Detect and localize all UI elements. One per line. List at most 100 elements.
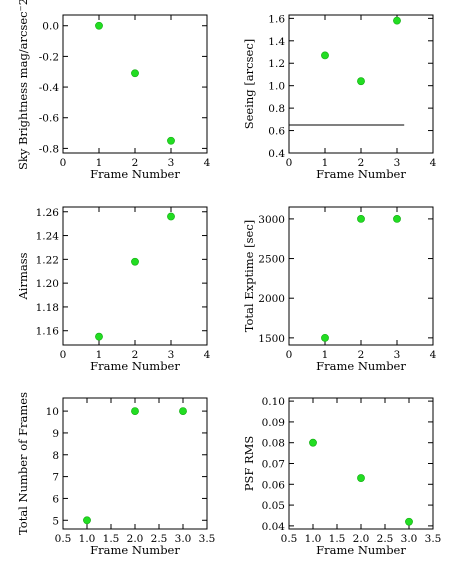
data-point bbox=[357, 474, 365, 482]
y-tick-label: 0.4 bbox=[268, 148, 285, 160]
panel-sky-brightness: 0 1 2 3 4 0.0 -0.2 -0.4 -0.6 -0.8 Frame Number Sky … bbox=[16, 0, 211, 181]
y-tick-label: -0.8 bbox=[39, 143, 59, 155]
y-axis-label: Total Exptime [sec] bbox=[242, 220, 256, 333]
data-point bbox=[131, 257, 139, 266]
x-tick-label: 0.5 bbox=[281, 533, 298, 545]
x-tick-label: 2.5 bbox=[151, 533, 168, 545]
data-point bbox=[167, 212, 175, 221]
y-tick-label: 9 bbox=[52, 428, 59, 440]
y-tick-label: 1.18 bbox=[36, 302, 59, 314]
y-tick-label: 0.0 bbox=[42, 21, 59, 33]
panel-psf-rms: 0.5 1.0 1.5 2.0 2.5 3.0 3.5 0.04 0.05 0.06 0.07 0.0… bbox=[242, 396, 441, 557]
x-tick-label: 3.0 bbox=[401, 533, 418, 545]
x-tick-label: 4 bbox=[430, 157, 437, 169]
x-tick-label: 1 bbox=[96, 157, 103, 169]
y-axis-label: PSF RMS bbox=[242, 436, 256, 492]
x-tick-label: 1 bbox=[322, 157, 329, 169]
y-tick-label: 1.0 bbox=[268, 81, 285, 93]
x-tick-label: 1 bbox=[96, 349, 103, 361]
x-axis-label: Frame Number bbox=[90, 167, 180, 181]
y-tick-label: 1.16 bbox=[36, 326, 60, 338]
data-point bbox=[357, 214, 365, 223]
y-tick-label: 6 bbox=[52, 493, 59, 505]
x-tick-label: 3 bbox=[168, 157, 175, 169]
x-tick-label: 2 bbox=[132, 349, 139, 361]
plot-frame bbox=[62, 397, 208, 530]
y-tick-label: 0.6 bbox=[268, 126, 285, 138]
x-tick-label: 3.5 bbox=[199, 533, 216, 545]
y-axis-label: Airmass bbox=[16, 252, 30, 300]
x-tick-label: 0 bbox=[286, 157, 293, 169]
y-tick-label: 0.09 bbox=[262, 417, 285, 429]
data-point bbox=[321, 51, 329, 60]
y-tick-label: 1.26 bbox=[36, 207, 60, 219]
data-point bbox=[83, 516, 91, 525]
y-tick-label: 0.05 bbox=[262, 500, 285, 512]
data-point bbox=[357, 77, 365, 86]
x-axis-label: Frame Number bbox=[90, 543, 180, 557]
y-tick-label: 2000 bbox=[258, 293, 285, 305]
y-tick-label: 10 bbox=[46, 406, 59, 418]
x-tick-label: 3 bbox=[394, 349, 401, 361]
y-tick-label: 0.06 bbox=[262, 479, 286, 491]
data-point bbox=[131, 407, 139, 415]
data-point bbox=[393, 16, 401, 25]
panel-total-exptime: 0 1 2 3 4 1500 2000 2500 3000 Frame Number Total E… bbox=[242, 206, 437, 373]
y-tick-label: 1.4 bbox=[268, 36, 285, 48]
x-tick-label: 2 bbox=[358, 349, 365, 361]
y-tick-label: 1500 bbox=[258, 333, 285, 345]
panel-total-number-of-frames: 0.5 1.0 1.5 2.0 2.5 3.0 3.5 5 6 7 8 9 10 Frame Number… bbox=[16, 392, 215, 557]
data-point bbox=[405, 517, 413, 526]
x-tick-label: 1.0 bbox=[305, 533, 322, 545]
x-tick-label: 3 bbox=[168, 349, 175, 361]
x-tick-label: 2 bbox=[132, 157, 139, 169]
plot-frame bbox=[62, 14, 208, 154]
y-tick-label: 8 bbox=[52, 450, 59, 462]
x-tick-label: 2.0 bbox=[353, 533, 370, 545]
x-tick-label: 2.5 bbox=[377, 533, 394, 545]
x-tick-label: 1.0 bbox=[79, 533, 96, 545]
y-tick-label: 3000 bbox=[258, 214, 285, 226]
y-tick-label: 2500 bbox=[258, 254, 285, 266]
x-tick-label: 1.5 bbox=[329, 533, 346, 545]
y-tick-label: 0.08 bbox=[262, 438, 285, 450]
y-tick-label: 1.20 bbox=[36, 278, 59, 290]
y-tick-label: 1.2 bbox=[268, 58, 285, 70]
data-point bbox=[95, 21, 103, 30]
x-axis-label: Frame Number bbox=[316, 359, 406, 373]
x-tick-label: 1 bbox=[322, 349, 329, 361]
plot-frame bbox=[62, 206, 208, 346]
x-tick-label: 0.5 bbox=[55, 533, 72, 545]
x-tick-label: 3.5 bbox=[425, 533, 442, 545]
data-point bbox=[167, 136, 175, 145]
plot-frame bbox=[288, 206, 434, 346]
y-tick-label: 0.8 bbox=[268, 103, 285, 115]
x-axis-label: Frame Number bbox=[316, 167, 406, 181]
x-tick-label: 0 bbox=[60, 157, 67, 169]
y-axis-label: Sky Brightness mag/arcsec⁻2 bbox=[16, 0, 30, 170]
x-tick-label: 1.5 bbox=[103, 533, 120, 545]
panel-seeing: 0 1 2 3 4 0.4 0.6 0.8 1.0 1.2 1.4 1.6 Frame Number Se… bbox=[242, 13, 437, 181]
y-tick-label: 0.07 bbox=[262, 459, 285, 471]
data-point bbox=[393, 214, 401, 223]
y-tick-label: 0.10 bbox=[262, 396, 285, 408]
y-tick-label: 1.22 bbox=[36, 254, 59, 266]
x-axis-label: Frame Number bbox=[90, 359, 180, 373]
y-tick-label: -0.2 bbox=[39, 51, 59, 63]
data-point bbox=[309, 438, 317, 447]
y-axis-label: Total Number of Frames bbox=[16, 392, 30, 535]
x-tick-label: 2 bbox=[358, 157, 365, 169]
x-tick-label: 4 bbox=[430, 349, 437, 361]
y-tick-label: -0.6 bbox=[39, 113, 60, 125]
y-tick-label: 7 bbox=[52, 472, 59, 484]
y-tick-label: 0.04 bbox=[262, 521, 286, 533]
data-point bbox=[321, 333, 329, 342]
data-point bbox=[179, 407, 187, 415]
y-tick-label: 1.6 bbox=[268, 13, 285, 25]
x-tick-label: 4 bbox=[204, 157, 211, 169]
x-tick-label: 3 bbox=[394, 157, 401, 169]
x-tick-label: 2.0 bbox=[127, 533, 144, 545]
y-tick-label: -0.4 bbox=[39, 82, 60, 94]
y-axis-label: Seeing [arcsec] bbox=[242, 39, 256, 130]
